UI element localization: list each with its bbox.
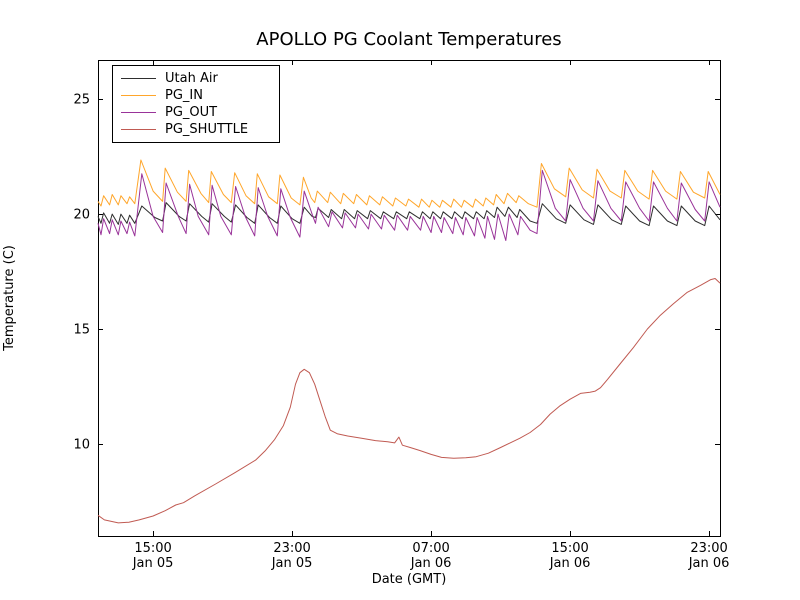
y-tick-label: 25 [73,93,90,108]
y-tick-label: 10 [73,438,90,453]
series-line-utah-air [97,202,721,227]
legend-line-sample [121,129,156,130]
series-line-pg-out [97,169,721,241]
legend-line-sample [121,112,156,113]
y-axis-label: Temperature (C) [2,245,17,351]
x-tick-label: 07:00 Jan 06 [410,541,452,571]
legend-item-pg-shuttle: PG_SHUTTLE [121,121,269,138]
legend-line-sample [121,95,156,96]
y-tick-label: 15 [73,323,90,338]
series-line-pg-shuttle [97,278,721,524]
legend-label: Utah Air [165,71,218,86]
chart-title: APOLLO PG Coolant Temperatures [256,29,562,50]
legend-item-pg-out: PG_OUT [121,104,269,121]
x-tick-label: 23:00 Jan 06 [688,541,730,571]
x-tick-labels: 15:00 Jan 05 23:00 Jan 05 07:00 Jan 06 15:00 Ja… [132,541,730,571]
legend-item-utah-air: Utah Air [121,70,269,87]
axis-ticks [98,60,720,536]
legend-label: PG_OUT [165,105,218,120]
legend-label: PG_IN [165,88,203,103]
x-tick-label: 15:00 Jan 05 [132,541,174,571]
legend: Utah Air PG_IN PG_OUT PG_SHUTTLE [112,65,280,143]
x-tick-label: 15:00 Jan 06 [549,541,591,571]
series-line-pg-in [97,159,721,208]
axes-frame [98,60,721,537]
y-tick-labels: 10 15 20 25 [73,93,90,453]
legend-line-sample [121,78,156,79]
x-tick-label: 23:00 Jan 05 [271,541,313,571]
legend-label: PG_SHUTTLE [165,122,249,137]
legend-item-pg-in: PG_IN [121,87,269,104]
y-tick-label: 20 [73,208,90,223]
x-axis-label: Date (GMT) [371,572,447,587]
